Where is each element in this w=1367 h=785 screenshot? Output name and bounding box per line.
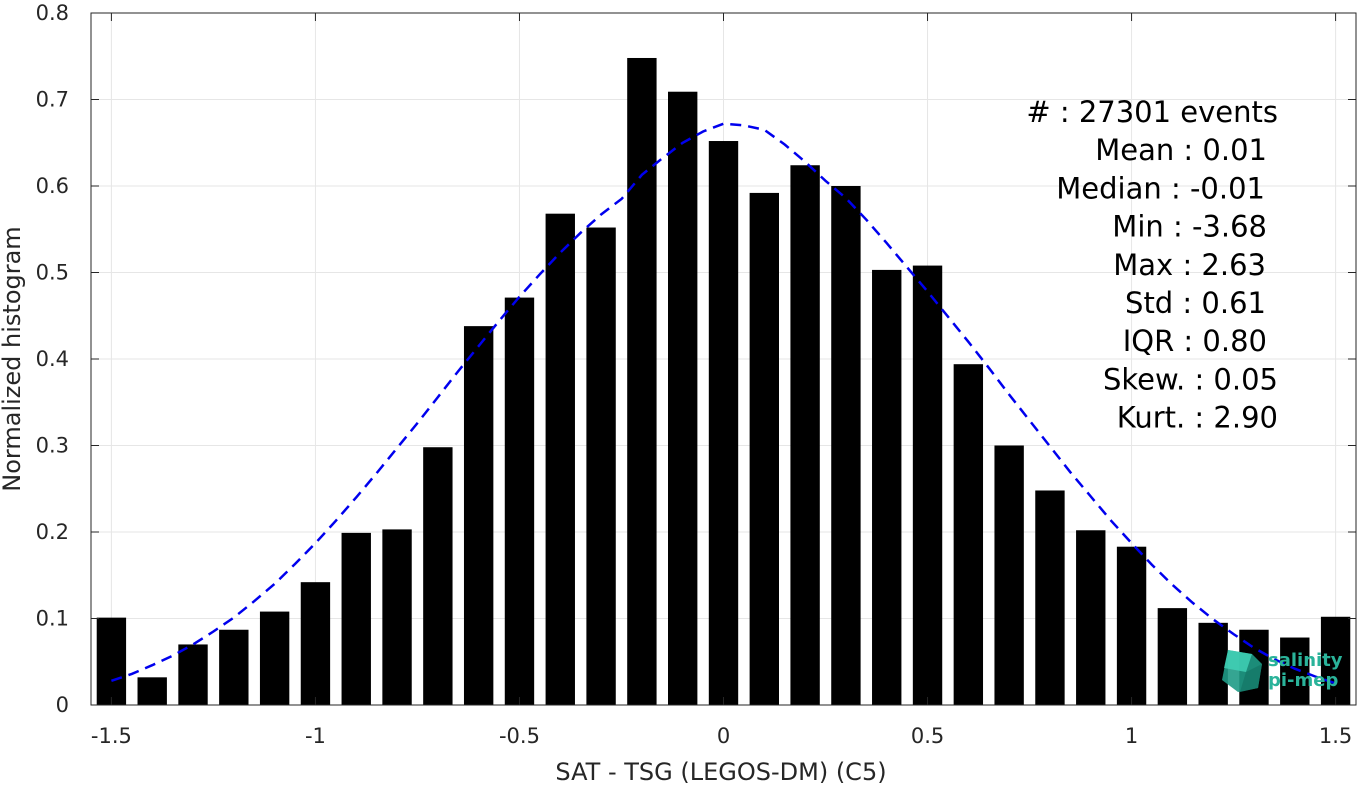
stat-line: Mean : 0.01 <box>1095 133 1267 167</box>
histogram-bar <box>953 364 984 705</box>
x-tick-label: 0.5 <box>911 724 944 748</box>
histogram-bar <box>831 186 861 705</box>
x-tick-label: -1.5 <box>91 724 132 748</box>
stat-line: Max : 2.63 <box>1113 248 1266 282</box>
y-tick-label: 0 <box>56 693 69 717</box>
statistics-text: # : 27301 events Mean : 0.01 Median : -0.0… <box>1026 95 1278 435</box>
histogram-bar <box>994 445 1024 705</box>
histogram-bar <box>586 227 616 705</box>
y-tick-label: 0.3 <box>36 434 69 458</box>
histogram-bar <box>627 57 657 706</box>
histogram-bar <box>1198 622 1228 705</box>
histogram-bar <box>423 447 453 705</box>
x-tick-label: -1 <box>305 724 326 748</box>
x-tick-label: 1 <box>1125 724 1138 748</box>
histogram-bar <box>1280 637 1310 705</box>
histogram-bar <box>341 532 371 705</box>
histogram-bar <box>1076 530 1106 705</box>
histogram-bar <box>790 165 820 706</box>
logo-cube-icon <box>1222 650 1262 692</box>
y-tick-label: 0.8 <box>36 1 69 25</box>
histogram-bar <box>137 677 167 705</box>
logo-text-line2: pi-mep <box>1268 670 1338 691</box>
histogram-bar <box>300 582 331 705</box>
histogram-bar <box>382 529 412 705</box>
histogram-bars <box>96 57 1351 706</box>
salinity-pimep-logo: salinity pi-mep <box>1222 650 1343 692</box>
histogram-bar <box>545 213 575 705</box>
histogram-bar <box>872 269 902 705</box>
histogram-bar <box>178 644 208 705</box>
stat-line: IQR : 0.80 <box>1123 324 1267 358</box>
histogram-bar <box>504 297 535 705</box>
x-axis-label: SAT - TSG (LEGOS-DM) (C5) <box>555 758 886 785</box>
y-tick-label: 0.4 <box>36 347 69 371</box>
histogram-bar <box>1116 546 1147 705</box>
y-axis-label: Normalized histogram <box>0 226 26 491</box>
y-tick-label: 0.7 <box>36 88 69 112</box>
histogram-bar <box>463 326 494 705</box>
stat-line: # : 27301 events <box>1026 95 1278 129</box>
histogram-bar <box>708 141 739 705</box>
stat-line: Skew. : 0.05 <box>1103 362 1278 396</box>
y-tick-label: 0.6 <box>36 174 69 198</box>
stat-line: Median : -0.01 <box>1056 171 1265 205</box>
histogram-bar <box>96 617 127 705</box>
x-tick-label: -0.5 <box>499 724 540 748</box>
histogram-bar <box>668 91 698 706</box>
histogram-bar <box>1320 616 1351 705</box>
logo-text-line1: salinity <box>1268 650 1343 671</box>
histogram-bar <box>912 265 943 705</box>
histogram-bar <box>219 629 249 705</box>
histogram-bar <box>259 611 290 705</box>
histogram-bar <box>1035 490 1065 705</box>
histogram-bar <box>749 192 779 706</box>
y-tick-label: 0.1 <box>36 607 69 631</box>
stat-line: Kurt. : 2.90 <box>1117 401 1278 435</box>
stat-line: Min : -3.68 <box>1112 210 1267 244</box>
axis-ticks: -1.5 -1 -0.5 0 0.5 1 1.5 0 0.1 0.2 0.3 0.4 0.5 0.6 0.7… <box>36 1 1356 748</box>
y-tick-label: 0.5 <box>36 261 69 285</box>
stat-line: Std : 0.61 <box>1125 286 1266 320</box>
y-tick-label: 0.2 <box>36 520 69 544</box>
x-tick-label: 0 <box>717 724 730 748</box>
histogram-bar <box>1157 608 1188 705</box>
x-tick-label: 1.5 <box>1319 724 1352 748</box>
